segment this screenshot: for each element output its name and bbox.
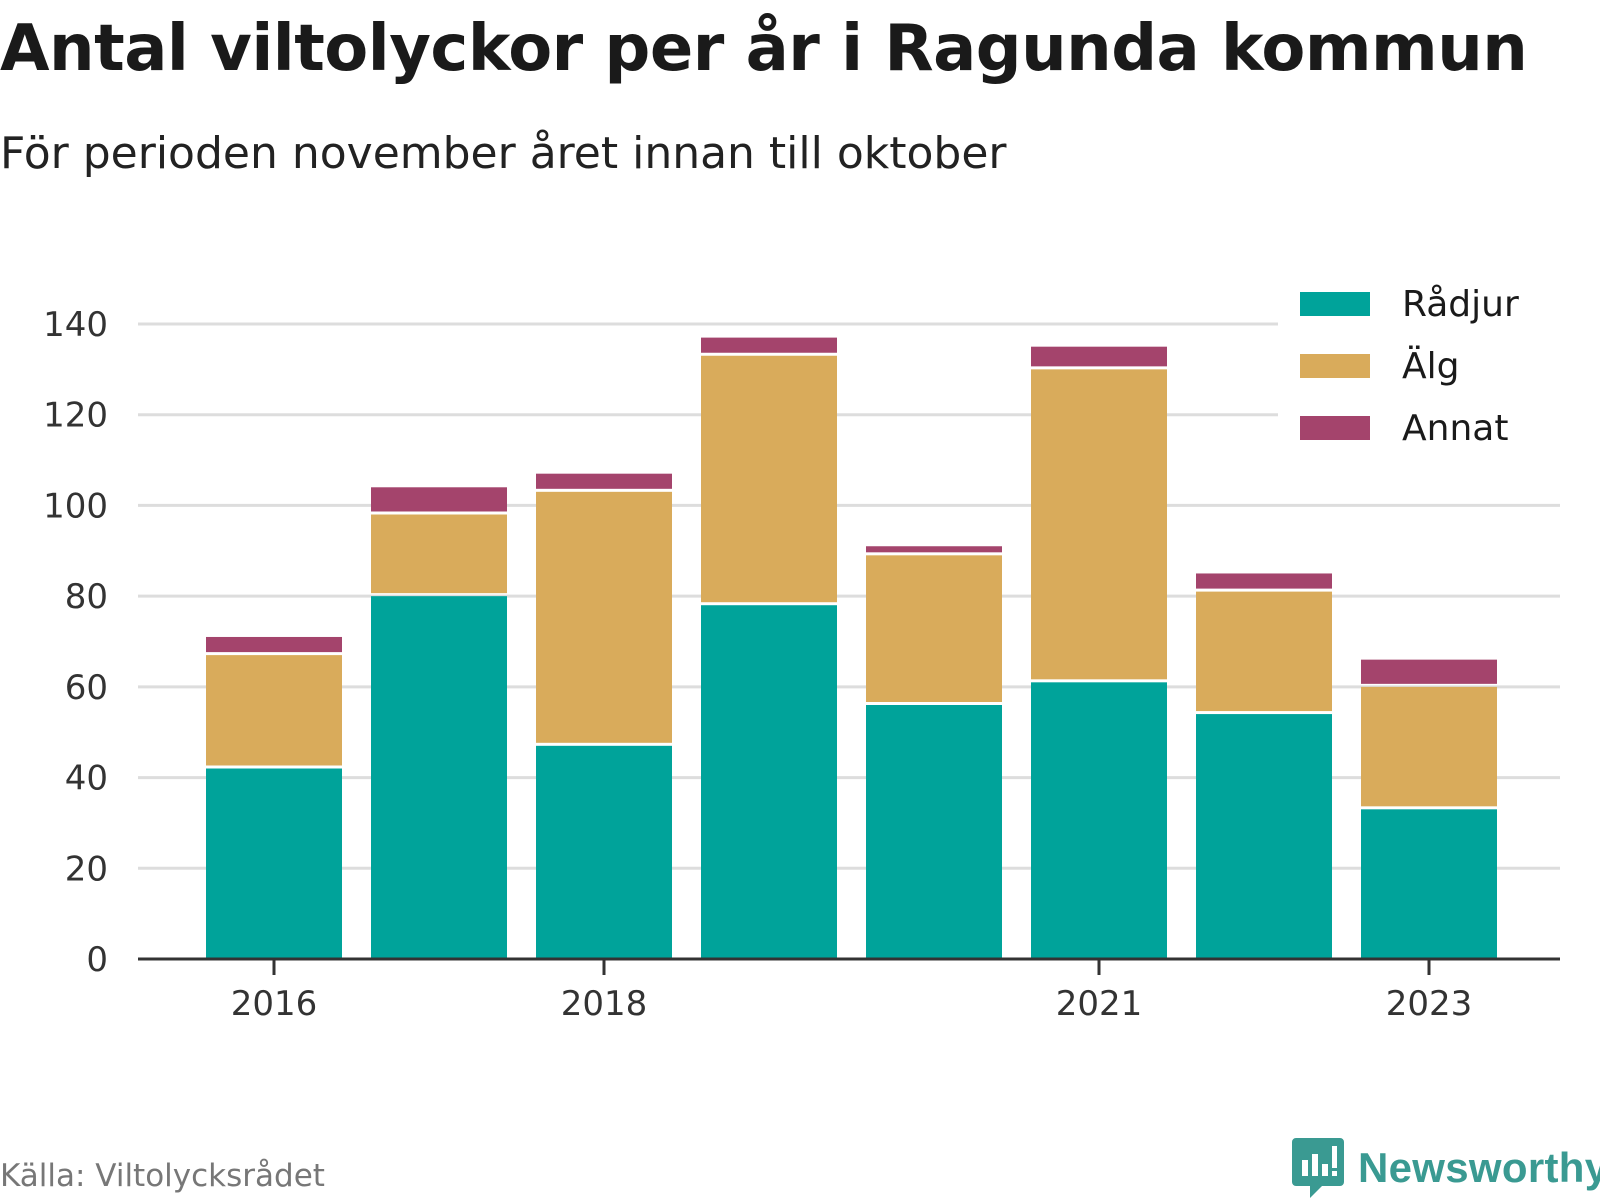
bars <box>206 337 1497 959</box>
x-tick-label: 2021 <box>1056 984 1143 1024</box>
bar-segment-rådjur <box>371 596 507 959</box>
y-tick-label: 40 <box>65 759 108 799</box>
y-tick-label: 80 <box>65 577 108 617</box>
bar-segment-annat <box>206 636 342 653</box>
bar-segment-annat <box>1196 573 1332 589</box>
legend-swatch <box>1300 416 1370 440</box>
chart-title: Antal viltolyckor per år i Ragunda kommu… <box>0 12 1528 86</box>
legend-label: Annat <box>1402 408 1508 449</box>
y-axis-ticks: 0 20 40 60 80 100 120 140 <box>43 305 108 980</box>
x-tick-label: 2023 <box>1386 984 1473 1024</box>
x-tick-label: 2018 <box>561 984 648 1024</box>
bar-segment-annat <box>1361 659 1497 684</box>
bar-segment-rådjur <box>206 768 342 959</box>
source-note: Källa: Viltolycksrådet <box>0 1158 325 1194</box>
bar-segment-annat <box>701 337 837 353</box>
y-tick-label: 120 <box>43 396 108 436</box>
chart-subtitle: För perioden november året innan till ok… <box>0 128 1007 179</box>
legend: Rådjur Älg Annat <box>1278 276 1578 449</box>
bar-segment-annat <box>1031 346 1167 367</box>
bar-segment-annat <box>866 546 1002 553</box>
bar-segment-rådjur <box>701 605 837 959</box>
y-tick-label: 140 <box>43 305 108 345</box>
bar-segment-älg <box>371 514 507 594</box>
y-tick-label: 60 <box>65 668 108 708</box>
bar-segment-älg <box>1031 369 1167 680</box>
stacked-bar-chart: 0 20 40 60 80 100 120 140 2016 2018 2021 2023 Rådj… <box>43 276 1578 1024</box>
y-tick-label: 20 <box>65 849 108 889</box>
bar-segment-rådjur <box>1361 809 1497 959</box>
bar-segment-älg <box>866 555 1002 702</box>
bar-segment-rådjur <box>866 705 1002 959</box>
brand-name: Newsworthy <box>1358 1144 1600 1191</box>
legend-swatch <box>1300 292 1370 316</box>
legend-swatch <box>1300 354 1370 378</box>
y-tick-label: 0 <box>86 940 108 980</box>
bar-segment-älg <box>701 355 837 603</box>
bar-segment-älg <box>1196 591 1332 712</box>
bar-segment-annat <box>371 487 507 512</box>
brand-logo: Newsworthy <box>1292 1138 1600 1198</box>
bar-segment-älg <box>536 491 672 743</box>
y-tick-label: 100 <box>43 486 108 526</box>
bar-segment-rådjur <box>1196 714 1332 959</box>
bar-segment-älg <box>206 655 342 766</box>
bar-segment-rådjur <box>536 745 672 959</box>
legend-label: Älg <box>1402 345 1459 387</box>
newsworthy-logo-icon <box>1292 1138 1344 1198</box>
x-axis: 2016 2018 2021 2023 <box>138 957 1560 1024</box>
bar-segment-annat <box>536 473 672 489</box>
x-tick-label: 2016 <box>231 984 318 1024</box>
bar-segment-älg <box>1361 686 1497 807</box>
legend-label: Rådjur <box>1402 284 1519 325</box>
bar-segment-rådjur <box>1031 682 1167 959</box>
